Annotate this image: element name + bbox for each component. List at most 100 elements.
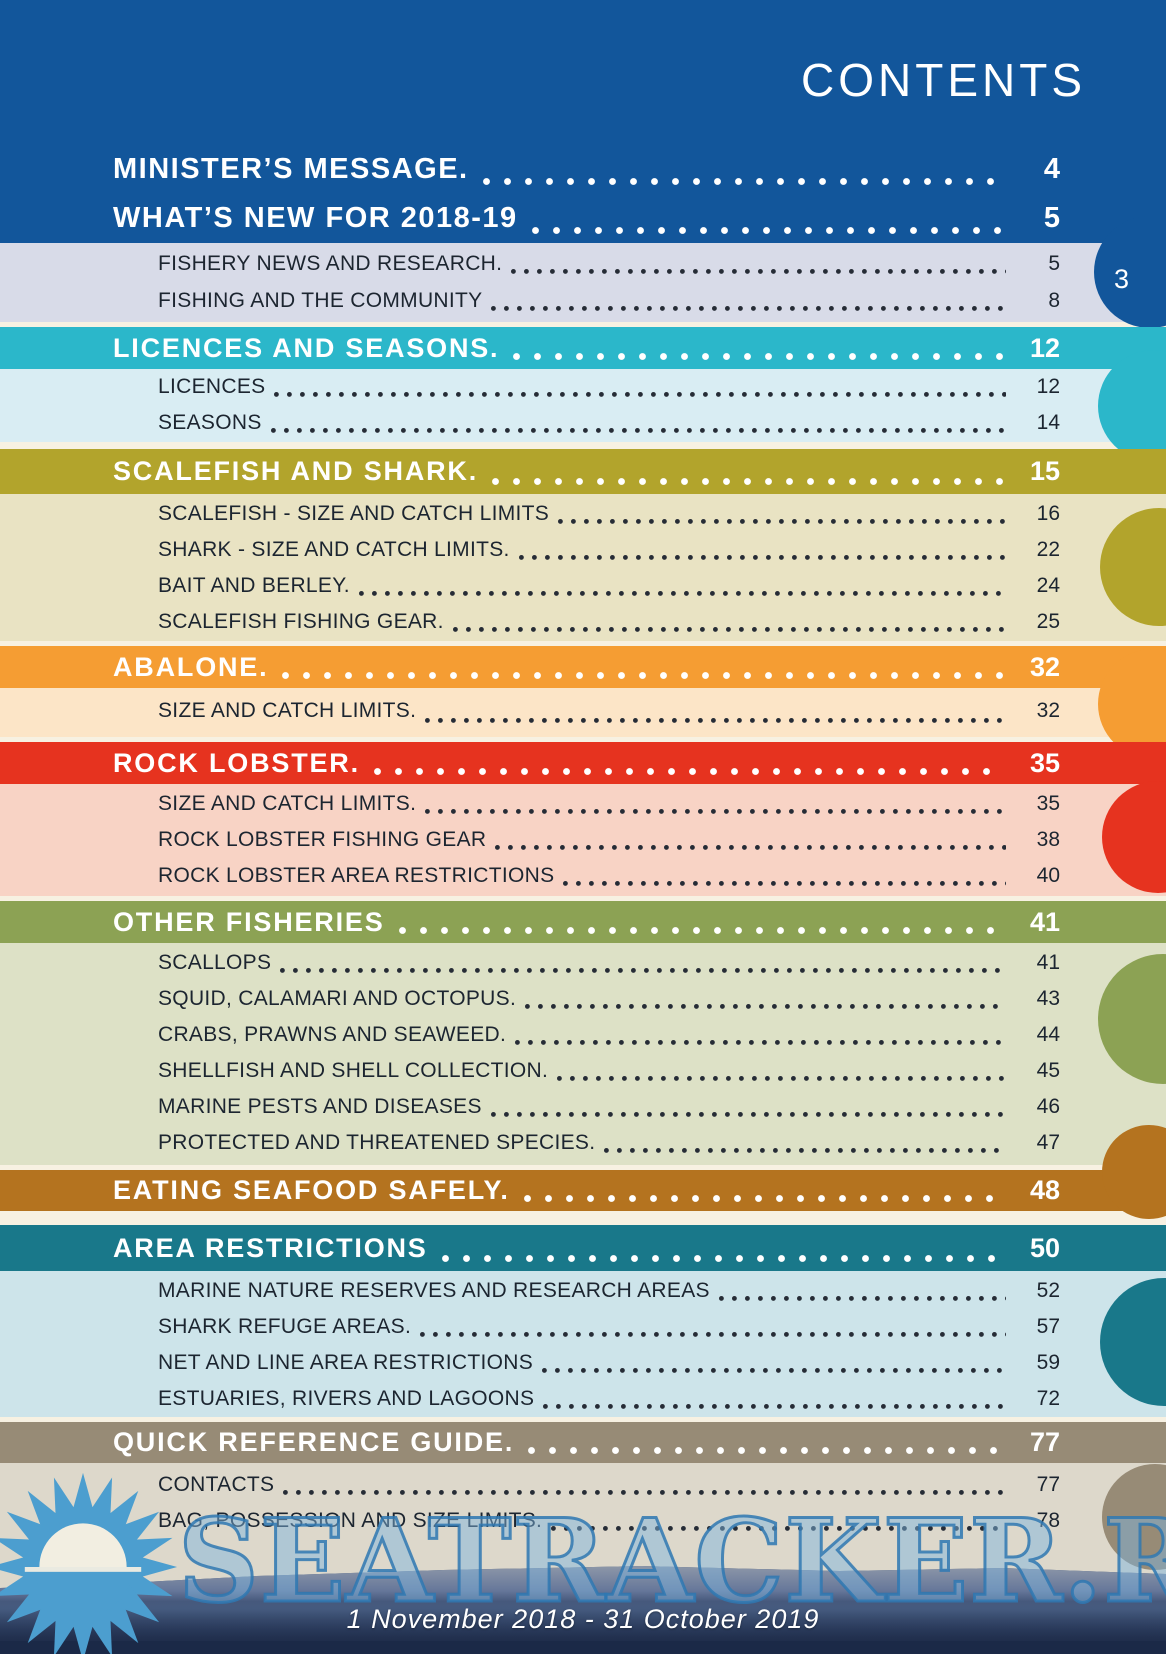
toc-entry-label: SHARK REFUGE AREAS. bbox=[158, 1315, 412, 1338]
toc-entry-label: SQUID, CALAMARI AND OCTOPUS. bbox=[158, 987, 517, 1010]
section-header[interactable]: SCALEFISH AND SHARK. 15 bbox=[0, 449, 1166, 494]
toc-entry-abalone-limits[interactable]: SIZE AND CATCH LIMITS. 32 bbox=[0, 691, 1166, 731]
dot-leader bbox=[525, 1004, 1006, 1009]
dot-leader bbox=[280, 968, 1006, 973]
section-abalone: ABALONE. 32 SIZE AND CATCH LIMITS. 32 bbox=[0, 646, 1166, 759]
toc-entry-shellfish[interactable]: SHELLFISH AND SHELL COLLECTION. 45 bbox=[0, 1053, 1166, 1089]
toc-entry-label: ROCK LOBSTER FISHING GEAR bbox=[158, 828, 487, 851]
dot-leader bbox=[557, 1076, 1006, 1081]
toc-page-number: 40 bbox=[1036, 864, 1060, 887]
toc-page-number: 14 bbox=[1036, 411, 1060, 434]
toc-entry-label: LICENCES bbox=[158, 375, 266, 398]
toc-entry-lobster-limits[interactable]: SIZE AND CATCH LIMITS. 35 bbox=[0, 786, 1166, 822]
toc-entry-label: SCALEFISH - SIZE AND CATCH LIMITS bbox=[158, 502, 550, 525]
toc-entry-contacts[interactable]: CONTACTS 77 bbox=[0, 1467, 1166, 1503]
toc-page-number: 38 bbox=[1036, 828, 1060, 851]
dot-leader bbox=[518, 555, 1006, 560]
section-title: ABALONE. bbox=[113, 651, 269, 682]
dot-leader bbox=[425, 718, 1006, 723]
toc-page-number: 78 bbox=[1036, 1509, 1060, 1532]
toc-page-number: 12 bbox=[1029, 332, 1060, 363]
section-header[interactable]: QUICK REFERENCE GUIDE. 77 bbox=[0, 1422, 1166, 1463]
toc-entry-whats-new[interactable]: WHAT’S NEW FOR 2018-19 5 bbox=[0, 194, 1166, 243]
toc-page-number: 32 bbox=[1029, 651, 1060, 682]
dot-leader bbox=[515, 1040, 1006, 1045]
section-title: AREA RESTRICTIONS bbox=[113, 1232, 428, 1263]
section-header[interactable]: ABALONE. 32 bbox=[0, 646, 1166, 688]
toc-entry-ministers-message[interactable]: MINISTER’S MESSAGE. 4 bbox=[0, 145, 1166, 194]
toc-entry-seasons[interactable]: SEASONS 14 bbox=[0, 405, 1166, 441]
section-eating-seafood-safely: EATING SEAFOOD SAFELY. 48 bbox=[0, 1125, 1166, 1219]
section-header[interactable]: AREA RESTRICTIONS 50 bbox=[0, 1225, 1166, 1271]
toc-entry-bag-limits[interactable]: BAG, POSSESSION AND SIZE LIMITS. 78 bbox=[0, 1503, 1166, 1539]
dot-leader bbox=[425, 809, 1006, 814]
section-header[interactable]: OTHER FISHERIES 41 bbox=[0, 901, 1166, 943]
section-header[interactable]: LICENCES AND SEASONS. 12 bbox=[0, 327, 1166, 369]
toc-entry-marine-pests[interactable]: MARINE PESTS AND DISEASES 46 bbox=[0, 1089, 1166, 1125]
toc-page-number: 35 bbox=[1036, 792, 1060, 815]
toc-entry-lobster-gear[interactable]: ROCK LOBSTER FISHING GEAR 38 bbox=[0, 822, 1166, 858]
dot-leader bbox=[491, 306, 1006, 311]
toc-page-number: 77 bbox=[1036, 1473, 1060, 1496]
toc-page-number: 8 bbox=[1048, 288, 1060, 312]
toc-entry-crabs[interactable]: CRABS, PRAWNS AND SEAWEED. 44 bbox=[0, 1017, 1166, 1053]
dot-leader bbox=[513, 353, 1004, 360]
watermark-text: SEATRACKER.RU bbox=[176, 1494, 1166, 1629]
toc-page-number: 41 bbox=[1036, 951, 1060, 974]
toc-entry-licences[interactable]: LICENCES 12 bbox=[0, 369, 1166, 405]
dot-leader bbox=[542, 1368, 1006, 1373]
dot-leader bbox=[490, 1112, 1006, 1117]
section-introduction: CONTENTS MINISTER’S MESSAGE. 4 WHAT’S NE… bbox=[0, 0, 1166, 328]
date-range: 1 November 2018 - 31 October 2019 bbox=[346, 1604, 820, 1634]
toc-entry-scalefish-limits[interactable]: SCALEFISH - SIZE AND CATCH LIMITS 16 bbox=[0, 496, 1166, 532]
toc-entry-label: BAIT AND BERLEY. bbox=[158, 574, 350, 597]
section-title: QUICK REFERENCE GUIDE. bbox=[113, 1427, 515, 1457]
section-area-restrictions: AREA RESTRICTIONS 50 MARINE NATURE RESER… bbox=[0, 1225, 1166, 1417]
dot-leader bbox=[604, 1148, 1006, 1153]
page-number: 3 bbox=[1114, 263, 1130, 294]
toc-page-number: 59 bbox=[1036, 1351, 1060, 1374]
toc-page-number: 5 bbox=[1048, 251, 1060, 275]
section-header[interactable]: ROCK LOBSTER. 35 bbox=[0, 742, 1166, 784]
toc-entry-squid[interactable]: SQUID, CALAMARI AND OCTOPUS. 43 bbox=[0, 981, 1166, 1017]
toc-page-number: 48 bbox=[1029, 1175, 1060, 1205]
toc-entry-fishing-community[interactable]: FISHING AND THE COMMUNITY 8 bbox=[0, 282, 1166, 319]
toc-entry-fishery-news[interactable]: FISHERY NEWS AND RESEARCH. 5 bbox=[0, 245, 1166, 282]
section-licences-and-seasons: LICENCES AND SEASONS. 12 LICENCES 12 SEA… bbox=[0, 327, 1166, 462]
toc-page-number: 57 bbox=[1036, 1315, 1060, 1338]
toc-entry-label: SIZE AND CATCH LIMITS. bbox=[158, 699, 417, 722]
dot-leader bbox=[563, 881, 1006, 886]
dot-leader bbox=[531, 227, 1004, 234]
toc-entry-shark-limits[interactable]: SHARK - SIZE AND CATCH LIMITS. 22 bbox=[0, 532, 1166, 568]
toc-entry-lobster-areas[interactable]: ROCK LOBSTER AREA RESTRICTIONS 40 bbox=[0, 858, 1166, 894]
toc-page-number: 32 bbox=[1036, 699, 1060, 722]
toc-page-number: 72 bbox=[1036, 1387, 1060, 1410]
toc-page-number: 45 bbox=[1036, 1059, 1060, 1082]
dot-leader bbox=[523, 1195, 1004, 1202]
toc-entry-label: CRABS, PRAWNS AND SEAWEED. bbox=[158, 1023, 507, 1046]
toc-entry-bait-berley[interactable]: BAIT AND BERLEY. 24 bbox=[0, 568, 1166, 604]
dot-leader bbox=[495, 845, 1006, 850]
toc-entry-protected-species[interactable]: PROTECTED AND THREATENED SPECIES. 47 bbox=[0, 1125, 1166, 1161]
toc-entry-net-line-areas[interactable]: NET AND LINE AREA RESTRICTIONS 59 bbox=[0, 1345, 1166, 1381]
section-title: OTHER FISHERIES bbox=[113, 906, 385, 937]
toc-entry-estuaries[interactable]: ESTUARIES, RIVERS AND LAGOONS 72 bbox=[0, 1381, 1166, 1417]
toc-entry-shark-refuge[interactable]: SHARK REFUGE AREAS. 57 bbox=[0, 1309, 1166, 1345]
toc-entry-label: BAG, POSSESSION AND SIZE LIMITS. bbox=[158, 1509, 543, 1532]
toc-entry-scallops[interactable]: SCALLOPS 41 bbox=[0, 945, 1166, 981]
dot-leader bbox=[373, 768, 1004, 775]
dot-leader bbox=[551, 1526, 1006, 1531]
toc-entry-marine-reserves[interactable]: MARINE NATURE RESERVES AND RESEARCH AREA… bbox=[0, 1273, 1166, 1309]
dot-leader bbox=[452, 627, 1006, 632]
section-header[interactable]: EATING SEAFOOD SAFELY. 48 bbox=[0, 1170, 1166, 1211]
dot-leader bbox=[282, 672, 1004, 679]
toc-page-number: 44 bbox=[1036, 1023, 1060, 1046]
toc-entry-label: MARINE NATURE RESERVES AND RESEARCH AREA… bbox=[158, 1279, 710, 1302]
section-other-fisheries: OTHER FISHERIES 41 SCALLOPS 41 SQUID, CA… bbox=[0, 901, 1166, 1165]
toc-page-number: 41 bbox=[1029, 906, 1060, 937]
sun-logo-icon bbox=[0, 1472, 178, 1654]
dot-leader bbox=[492, 478, 1004, 485]
toc-entry-label: MINISTER’S MESSAGE. bbox=[113, 153, 469, 185]
toc-entry-scalefish-gear[interactable]: SCALEFISH FISHING GEAR. 25 bbox=[0, 604, 1166, 640]
toc-entry-label: MARINE PESTS AND DISEASES bbox=[158, 1095, 482, 1118]
